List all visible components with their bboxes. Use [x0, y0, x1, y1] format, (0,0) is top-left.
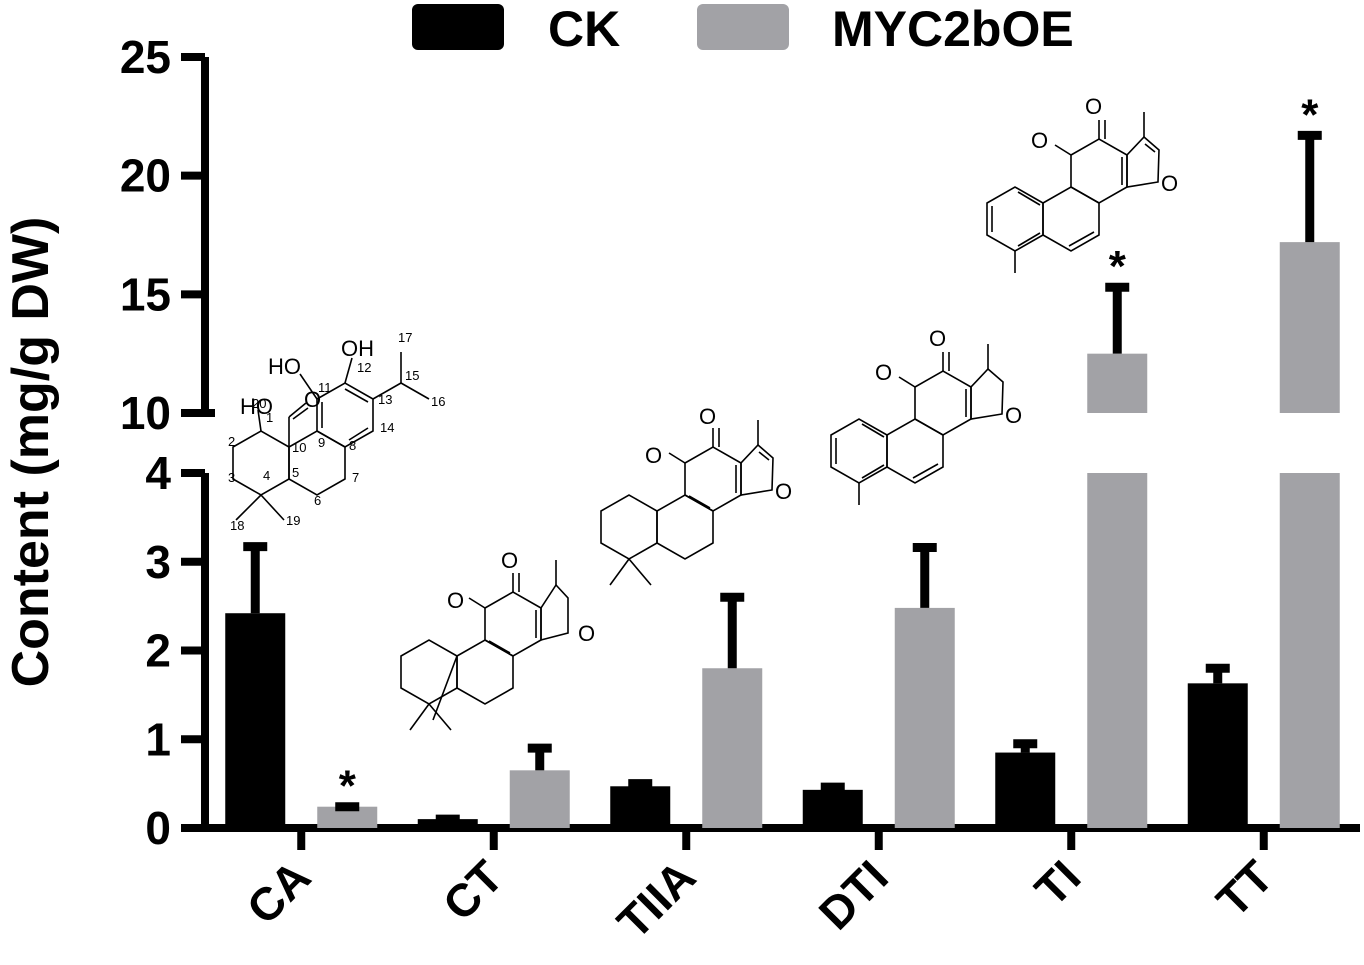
significance-star: *: [339, 762, 357, 811]
legend-swatch: [697, 4, 789, 50]
bar: [995, 752, 1056, 828]
ct-oxygen-3: O: [501, 548, 518, 573]
atom-17: 17: [398, 330, 412, 345]
bar: [1279, 242, 1340, 413]
ct-oxygen-2: O: [447, 588, 464, 613]
y-tick-label: 15: [120, 268, 171, 320]
atom-5: 5: [292, 465, 299, 480]
y-tick-label: 10: [120, 387, 171, 439]
x-tick-label: CT: [433, 850, 513, 930]
y-tick-label: 4: [145, 447, 171, 499]
bars: * * *: [225, 90, 1340, 828]
structure-dti: O O O: [830, 326, 1022, 505]
legend: CK MYC2bOE: [412, 1, 1074, 57]
atom-18: 18: [230, 518, 244, 533]
atom-4: 4: [263, 468, 270, 483]
carbonyl-o-label: O: [304, 387, 321, 412]
structure-tiia: O O O: [600, 404, 792, 586]
bar: [894, 607, 955, 828]
x-tick-label: TI: [1025, 850, 1091, 916]
dti-oxygen-2: O: [875, 360, 892, 385]
atom-8: 8: [349, 438, 356, 453]
legend-swatch: [412, 4, 504, 50]
structure-ti: O O O: [986, 94, 1178, 273]
y-tick-label: 2: [145, 625, 171, 677]
ti-oxygen-2: O: [1031, 128, 1048, 153]
bar: [317, 806, 378, 828]
atom-16: 16: [431, 394, 445, 409]
atom-11: 11: [318, 380, 332, 395]
x-tick-label: TT: [1206, 850, 1283, 927]
atom-1: 1: [266, 410, 273, 425]
bar: [509, 770, 570, 828]
bar-lower-part: [1279, 473, 1340, 828]
y-tick-label: 20: [120, 150, 171, 202]
significance-star: *: [1301, 90, 1319, 139]
ho-label-2: HO: [240, 394, 273, 419]
bar: [802, 789, 863, 828]
atom-9: 9: [318, 435, 325, 450]
ct-oxygen: O: [578, 621, 595, 646]
atom-20: 20: [252, 396, 266, 411]
y-axis-label: Content (mg/g DW): [2, 217, 60, 688]
atom-7: 7: [352, 470, 359, 485]
atom-2: 2: [228, 434, 235, 449]
y-tick-label: 25: [120, 31, 171, 83]
significance-star: *: [1109, 242, 1127, 291]
ho-label: HO: [268, 354, 301, 379]
bar: [702, 668, 763, 828]
atom-12: 12: [357, 360, 371, 375]
tiia-oxygen: O: [775, 479, 792, 504]
ti-oxygen: O: [1161, 171, 1178, 196]
atom-6: 6: [314, 493, 321, 508]
atom-10: 10: [292, 440, 306, 455]
atom-13: 13: [378, 392, 392, 407]
bar: [610, 786, 671, 828]
x-tick-label: TIIA: [607, 850, 705, 948]
legend-label: CK: [548, 1, 620, 57]
atom-3: 3: [228, 470, 235, 485]
x-tick-label: DTI: [809, 850, 898, 939]
bar: [225, 613, 286, 828]
bar: [1087, 353, 1148, 413]
structure-ca: OH HO HO O 1 2 3 4 5 6 7 8 9 10 11 12 13…: [228, 330, 445, 533]
y-tick-label: 3: [145, 536, 171, 588]
bar-lower-part: [1087, 473, 1148, 828]
oh-label: OH: [341, 336, 374, 361]
bar: [1187, 683, 1248, 828]
tiia-oxygen-2: O: [645, 443, 662, 468]
atom-19: 19: [286, 513, 300, 528]
x-tick-label: CA: [237, 850, 321, 934]
legend-label: MYC2bOE: [832, 1, 1074, 57]
atom-14: 14: [380, 420, 394, 435]
dti-oxygen: O: [1005, 403, 1022, 428]
structure-ct: O O O: [400, 548, 595, 731]
y-tick-label: 1: [145, 713, 171, 765]
dti-oxygen-3: O: [929, 326, 946, 351]
tiia-oxygen-3: O: [699, 404, 716, 429]
atom-15: 15: [405, 368, 419, 383]
ti-oxygen-3: O: [1085, 94, 1102, 119]
y-tick-label: 0: [145, 802, 171, 854]
